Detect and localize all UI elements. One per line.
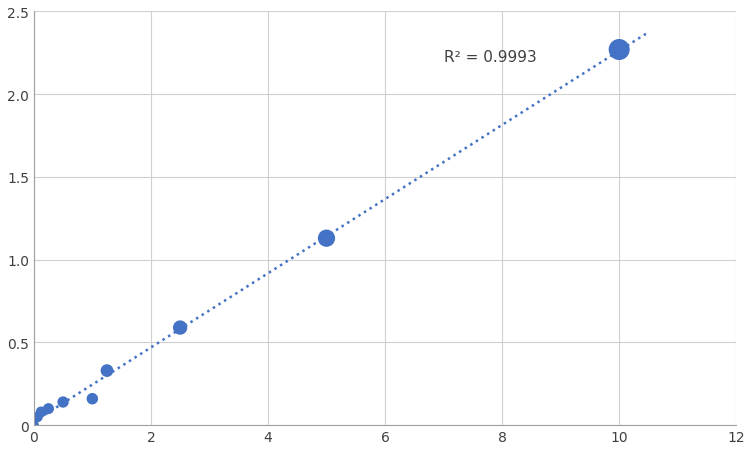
Point	[174, 324, 186, 331]
Point	[86, 395, 99, 402]
Point	[42, 405, 54, 412]
Point	[613, 47, 625, 54]
Point	[101, 367, 113, 374]
Point	[35, 409, 47, 416]
Point	[320, 235, 332, 242]
Point	[57, 399, 69, 406]
Text: R² = 0.9993: R² = 0.9993	[444, 51, 536, 65]
Point	[28, 422, 40, 429]
Point	[32, 414, 44, 421]
